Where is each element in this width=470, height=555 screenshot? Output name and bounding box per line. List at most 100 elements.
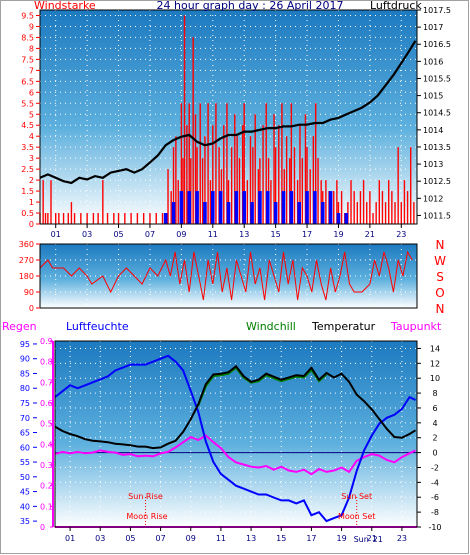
hour-tick-label: 19 xyxy=(336,534,346,543)
pressure-tick-label: 1012.5 xyxy=(423,177,451,186)
regen-tick-label: 0.9 xyxy=(40,337,53,346)
temperature-tick-label: -2 xyxy=(431,463,439,472)
temperature-plot-border xyxy=(54,340,418,528)
hour-tick-label: 03 xyxy=(95,534,105,543)
astronomy-markers xyxy=(145,497,358,527)
wind-speed-tick-label: 3.5 xyxy=(21,143,34,152)
pressure-line xyxy=(39,40,417,185)
legend-regen: Regen xyxy=(2,320,37,333)
compass-label: N xyxy=(436,238,445,252)
regen-tick-label: 0.8 xyxy=(40,358,53,367)
wind-mean-bar xyxy=(171,202,176,224)
hour-tick-label: 13 xyxy=(246,534,256,543)
temperature-tick-label: -4 xyxy=(431,478,439,487)
wind-speed-tick-label: 3 xyxy=(29,154,34,163)
pressure-tick-label: 1016 xyxy=(423,57,443,66)
wind-direction-line xyxy=(39,250,413,301)
pressure-tick-label: 1015.5 xyxy=(423,74,451,83)
hour-tick-label: 05 xyxy=(113,230,123,239)
wind-mean-bar xyxy=(305,191,309,224)
temperature-plot-area xyxy=(55,341,417,527)
astronomy-label: Moon Set xyxy=(338,512,375,521)
astronomy-label: 21 xyxy=(373,535,383,544)
regen-tick-label: 0.6 xyxy=(40,399,53,408)
hour-tick-label: 23 xyxy=(397,534,407,543)
wind-mean-bar xyxy=(258,191,262,224)
direction-tick-label: 270 xyxy=(19,256,34,265)
wind-speed-tick-label: 7 xyxy=(29,66,34,75)
pressure-tick-label: 1017 xyxy=(423,23,443,32)
hour-tick-label: 19 xyxy=(333,230,343,239)
wind-speed-tick-label: 9.5 xyxy=(21,11,34,20)
direction-tick-label: 360 xyxy=(19,240,34,249)
humidity-tick-label: 70 xyxy=(20,414,30,423)
astronomy-label: Sun Rise xyxy=(128,492,163,501)
wind-mean-bar xyxy=(234,191,239,224)
regen-tick-label: 0.7 xyxy=(40,378,53,387)
temperature-axis: -10 -8 -6 -4 -2 0 2 4 6 8 10 12 14 xyxy=(417,344,442,532)
wind-mean-bar xyxy=(297,202,301,224)
regen-tick-label: 0.2 xyxy=(40,482,53,491)
temperature-humidity-panel: Regen Luftfeuchte Windchill Temperatur T… xyxy=(2,320,442,544)
chart-title: 24 hour graph day : 26 April 2017 xyxy=(157,0,344,12)
astronomy-label: Moon Rise xyxy=(126,512,167,521)
pressure-axis: 1011.5 1012 1012.5 1013 1013.5 1014 1014.5 1015… xyxy=(417,6,451,220)
wind-mean-bar xyxy=(179,191,184,224)
wind-mean-bar xyxy=(265,191,270,224)
temperature-tick-label: -10 xyxy=(428,523,441,532)
pressure-tick-label: 1012 xyxy=(423,194,443,203)
hour-tick-label: 07 xyxy=(155,534,165,543)
wind-direction-gridlines xyxy=(40,243,417,309)
legend-windchill: Windchill xyxy=(246,320,296,333)
hour-tick-label: 21 xyxy=(367,534,377,543)
wind-mean-bar xyxy=(313,191,317,224)
humidity-tick-label: 95 xyxy=(20,340,30,349)
hour-tick-label: 05 xyxy=(125,534,135,543)
wind-mean-bar xyxy=(210,191,215,224)
hour-axis-bottom: 01 03 05 07 09 11 13 15 17 19 21 23 xyxy=(65,527,407,543)
wind-pressure-gridlines xyxy=(40,10,417,225)
humidity-axis: 35 40 45 50 55 60 65 70 75 80 85 90 95 xyxy=(20,340,37,526)
hour-tick-label: 21 xyxy=(365,230,375,239)
wind-mean-bar xyxy=(344,213,349,224)
pressure-axis-title: Luftdruck xyxy=(370,0,422,12)
regen-tick-label: 0.4 xyxy=(40,440,53,449)
wind-mean-bar xyxy=(195,191,199,224)
astronomy-label: Sun xyxy=(354,535,369,544)
pressure-tick-label: 1014.5 xyxy=(423,109,451,118)
pressure-tick-label: 1015 xyxy=(423,92,443,101)
pressure-tick-label: 1013 xyxy=(423,160,443,169)
wind-mean-bar xyxy=(187,191,192,224)
taupunkt-line xyxy=(54,434,416,476)
wind-speed-tick-label: 8.5 xyxy=(21,33,34,42)
direction-tick-label: 180 xyxy=(19,272,34,281)
wind-speed-tick-label: 7.5 xyxy=(21,55,34,64)
wind-pressure-plot-border xyxy=(39,9,418,225)
compass-label: W xyxy=(434,254,446,268)
legend-temperatur: Temperatur xyxy=(311,320,376,333)
wind-pressure-panel: 0 0.5 1 1.5 2 2.5 3 3.5 4 4.5 5 5.5 6 6.5 7 7.5 8 8.5 9 9.5… xyxy=(21,0,451,239)
wind-mean-bar xyxy=(218,191,223,224)
wind-speed-tick-label: 5 xyxy=(29,110,34,119)
wind-mean-bar xyxy=(281,191,286,224)
wind-speed-tick-label: 6 xyxy=(29,88,34,97)
compass-label: S xyxy=(436,270,444,284)
wind-direction-series xyxy=(39,250,413,301)
hour-tick-label: 07 xyxy=(145,230,155,239)
pressure-tick-label: 1011.5 xyxy=(423,211,451,220)
wind-speed-axis-title: Windstarke xyxy=(34,0,96,12)
wind-speed-tick-label: 2 xyxy=(29,176,34,185)
legend-luftfeuchte: Luftfeuchte xyxy=(66,320,129,333)
temperature-tick-label: 14 xyxy=(430,344,440,353)
wind-mean-bar xyxy=(320,202,325,224)
hour-tick-label: 11 xyxy=(208,230,218,239)
windchill-line xyxy=(197,366,328,407)
pressure-tick-label: 1017.5 xyxy=(423,6,451,15)
wind-speed-tick-label: 5.5 xyxy=(21,99,34,108)
pressure-tick-label: 1016.5 xyxy=(423,40,451,49)
wind-mean-bar xyxy=(328,191,333,224)
wind-speed-tick-label: 4.5 xyxy=(21,121,34,130)
